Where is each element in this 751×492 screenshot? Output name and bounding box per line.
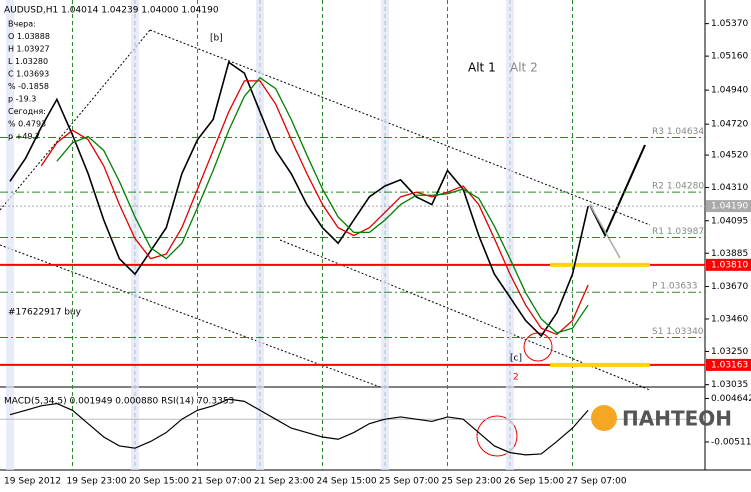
pivot-label: S1 1.03340 (652, 327, 704, 337)
info-line: p +49.7 (8, 132, 40, 141)
y-tick-label: 1.03885 (711, 249, 748, 259)
x-tick-label: 19 Sep 23:00 (67, 477, 127, 487)
annotation: #17622917 buy (8, 308, 82, 318)
x-tick-label: 25 Sep 23:00 (442, 477, 502, 487)
pivot-label: R2 1.04280 (652, 182, 704, 192)
y-tick-label: 1.03250 (711, 347, 748, 357)
info-line: L 1.03280 (8, 57, 48, 66)
x-tick-label: 19 Sep 2012 (4, 477, 61, 487)
y-tick-label: -0.00511 (711, 437, 751, 447)
pivot-label: R1 1.03987 (652, 227, 704, 237)
y-tick-label: 1.03670 (711, 282, 748, 292)
y-tick-label: 1.03460 (711, 314, 748, 324)
pivot-label: R3 1.04634 (652, 127, 704, 137)
annotation: [b] (210, 34, 223, 44)
forecast-alt (589, 204, 621, 259)
info-line: p -19.3 (8, 95, 36, 104)
annotation: [c] (510, 354, 522, 364)
series-line (9, 398, 589, 456)
annotation: 2 (513, 373, 519, 383)
info-line: H 1.03927 (8, 45, 50, 54)
price-tag-label: 1.04190 (711, 202, 748, 212)
y-tick-label: 1.04095 (711, 216, 748, 226)
info-line: % 0.4793 (8, 120, 46, 129)
annotation: Alt 1 (468, 61, 496, 75)
info-line: C 1.03693 (8, 70, 49, 79)
x-tick-label: 21 Sep 07:00 (192, 477, 252, 487)
price-tag (706, 358, 751, 371)
session-band (256, 0, 264, 470)
highlight (476, 415, 518, 457)
y-tick-label: 0.004642 (711, 394, 751, 404)
y-tick-label: 1.04310 (711, 183, 748, 193)
price-tag-label: 1.03163 (711, 360, 748, 370)
info-line: Сегодня: (8, 107, 46, 116)
y-tick-label: 1.05370 (711, 19, 748, 29)
y-tick-label: 1.04720 (711, 120, 748, 130)
level-zone (550, 362, 650, 367)
x-tick-label: 21 Sep 23:00 (254, 477, 314, 487)
x-tick-label: 25 Sep 07:00 (379, 477, 439, 487)
series-line (40, 80, 589, 336)
session-band (131, 0, 139, 470)
chart-title: AUDUSD,H1 1.04014 1.04239 1.04000 1.0419… (4, 6, 219, 16)
info-line: % -0.1858 (8, 82, 49, 91)
info-line: O 1.03888 (8, 32, 50, 41)
y-tick-label: 1.04940 (711, 86, 748, 96)
price-tag-label: 1.03810 (711, 260, 748, 270)
series-line (9, 60, 589, 338)
session-band (6, 0, 14, 470)
price-tag (706, 258, 751, 271)
pivot-label: P 1.03633 (652, 282, 698, 292)
x-tick-label: 20 Sep 15:00 (129, 477, 189, 487)
annotation: Alt 2 (510, 61, 538, 75)
session-band (381, 0, 389, 470)
x-tick-label: 26 Sep 15:00 (504, 477, 564, 487)
x-tick-label: 27 Sep 07:00 (567, 477, 627, 487)
logo: ПАНТЕОН (622, 407, 732, 431)
series-line (56, 76, 589, 334)
session-band (506, 0, 514, 470)
y-tick-label: 1.04520 (711, 151, 748, 161)
price-tag (706, 200, 751, 213)
y-tick-label: 1.03035 (711, 380, 748, 390)
info-line: Вчера: (8, 20, 36, 29)
logo-mark (591, 405, 617, 431)
sub-title: MACD(5,34,5) 0.001949 0.000880 RSI(14) 7… (4, 397, 234, 407)
y-tick-label: 1.05160 (711, 52, 748, 62)
level-zone (550, 262, 650, 267)
x-tick-label: 24 Sep 15:00 (317, 477, 377, 487)
